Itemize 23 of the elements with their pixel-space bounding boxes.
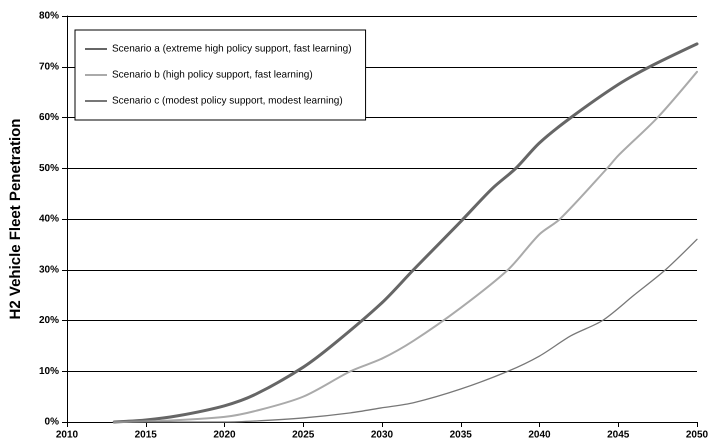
x-tick-label: 2050	[686, 430, 709, 440]
y-tick-label: 30%	[38, 264, 60, 276]
x-tick-label: 2015	[134, 430, 158, 440]
x-tick-label: 2045	[607, 430, 630, 440]
x-tick-label: 2040	[528, 430, 552, 440]
x-tick-label: 2010	[56, 430, 79, 440]
y-tick-label: 80%	[38, 10, 60, 22]
x-tick-label: 2030	[370, 430, 394, 440]
legend-label: Scenario c (modest policy support, modest learning)	[112, 96, 343, 106]
legend-label: Scenario b (high policy support, fast learning)	[112, 70, 313, 80]
x-tick-label: 2025	[292, 430, 315, 440]
y-tick-label: 40%	[38, 214, 60, 224]
y-tick-label: 50%	[38, 162, 60, 174]
y-tick-label: 10%	[38, 366, 60, 377]
y-tick-label: 20%	[38, 315, 60, 326]
y-tick-label: 0%	[44, 416, 60, 428]
x-tick-label: 2020	[213, 430, 236, 440]
y-tick-label: 70%	[38, 61, 60, 72]
y-axis-title: H2 Vehicle Fleet Penetration	[7, 118, 24, 320]
y-tick-label: 60%	[38, 112, 60, 123]
line-series	[114, 238, 698, 423]
legend-label: Scenario a (extreme high policy support, fast learning)	[112, 44, 352, 54]
x-tick-label: 2035	[450, 430, 472, 440]
